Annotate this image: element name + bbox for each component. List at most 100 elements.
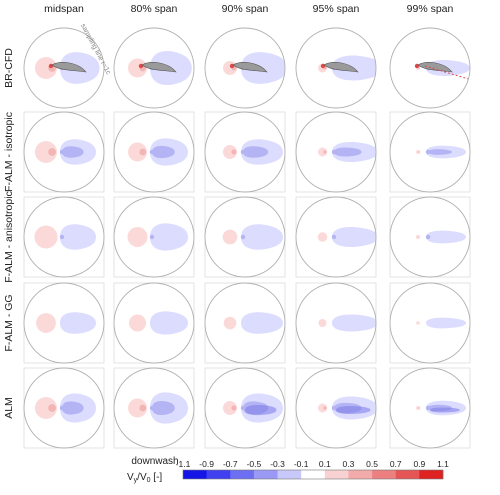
panel-cell xyxy=(389,367,471,449)
colorbar-tick: 0.7 xyxy=(390,459,402,469)
panel-cell xyxy=(113,111,195,193)
panel-cell xyxy=(113,196,195,278)
downwash-wake xyxy=(60,312,96,334)
downwash-core-dark xyxy=(430,407,460,413)
upwash-core xyxy=(323,406,327,410)
flow-field xyxy=(416,400,466,416)
airfoil-section xyxy=(141,62,177,73)
flow-field xyxy=(36,312,96,334)
sampling-circle xyxy=(113,111,195,193)
flow-field xyxy=(223,312,283,334)
panel-cell xyxy=(204,27,286,109)
downwash-core xyxy=(243,146,269,158)
colorbar-tick: -0.7 xyxy=(223,459,238,469)
upwash-bubble xyxy=(222,229,238,245)
flow-field xyxy=(318,55,376,81)
panel-cell xyxy=(113,282,195,364)
downwash-wake xyxy=(150,311,188,335)
upwash-bubble xyxy=(415,234,421,240)
upwash-core xyxy=(139,404,147,412)
upwash-core xyxy=(323,150,327,154)
column-title: 99% span xyxy=(407,3,454,15)
column-title: 90% span xyxy=(222,3,269,15)
vortex-core xyxy=(149,234,155,240)
upwash-bubble xyxy=(35,141,57,163)
flow-field xyxy=(128,311,188,335)
upwash-bubble xyxy=(223,145,237,159)
vortex-core xyxy=(240,149,246,155)
upwash-bubble xyxy=(416,321,420,325)
upwash-bubble xyxy=(127,227,148,247)
vortex-core xyxy=(331,405,337,411)
colorbar-tick: -0.5 xyxy=(247,459,262,469)
panel-cell xyxy=(204,367,286,449)
downwash-core-dark xyxy=(336,405,371,415)
colorbar-segment xyxy=(301,470,326,479)
colorbar-tick: -0.3 xyxy=(270,459,285,469)
upwash-bubble xyxy=(416,406,420,410)
flow-field xyxy=(318,142,376,162)
colorbar-segment xyxy=(183,470,207,479)
column-titles: midspan 80% span 90% span 95% span 99% span xyxy=(44,3,453,15)
sampling-circle xyxy=(204,111,286,193)
downwash-core xyxy=(62,146,84,158)
row-label: F-ALM - isotropic xyxy=(3,112,15,192)
upwash-bubble xyxy=(317,232,328,242)
upwash-bubble xyxy=(318,318,327,328)
downwash-wake xyxy=(150,223,188,251)
downwash-wake xyxy=(426,317,466,329)
flow-field xyxy=(35,52,100,84)
flow-field xyxy=(416,145,466,159)
upwash-bubble xyxy=(34,225,58,249)
vortex-core xyxy=(59,149,65,155)
column-title: 80% span xyxy=(131,3,178,15)
panel-cell xyxy=(113,27,195,109)
upwash-bubble xyxy=(318,147,327,157)
airfoil-section xyxy=(232,62,268,73)
sampling-circle xyxy=(295,282,377,364)
colorbar-segment xyxy=(253,470,278,479)
sampling-circle xyxy=(204,367,286,449)
colorbar-tick: -1.1 xyxy=(176,459,191,469)
sampling-circle xyxy=(204,27,286,109)
sampling-circle xyxy=(295,367,377,449)
flow-field xyxy=(223,139,283,165)
vortex-core xyxy=(240,405,246,411)
colorbar-segment xyxy=(372,470,397,479)
sampling-circle xyxy=(389,196,471,278)
flow-field xyxy=(128,50,192,86)
vortex-core xyxy=(331,149,337,155)
upwash-bubble xyxy=(128,314,147,332)
column-title: 95% span xyxy=(313,3,360,15)
vortex-core xyxy=(240,234,246,240)
sampling-circle xyxy=(295,111,377,193)
panel-cell xyxy=(295,111,377,193)
colorbar-label: downwash xyxy=(131,456,178,467)
sampling-circle xyxy=(23,27,105,109)
downwash-core xyxy=(152,400,175,416)
upwash-core xyxy=(139,148,147,156)
row-label: F-ALM - anisotropic xyxy=(3,191,15,283)
flow-field xyxy=(223,52,285,84)
upwash-core xyxy=(418,407,420,409)
panel-cell xyxy=(389,27,471,109)
upwash-core xyxy=(48,148,56,156)
downwash-wake xyxy=(60,224,96,250)
colorbar-segment xyxy=(206,470,231,479)
panel-cell xyxy=(295,282,377,364)
flow-field xyxy=(414,60,470,81)
colorbar-segment xyxy=(348,470,373,479)
row-label: F-ALM - GG xyxy=(3,294,15,351)
colorbar-tick: 0.5 xyxy=(366,459,378,469)
sampling-circle xyxy=(204,196,286,278)
upwash-core xyxy=(418,151,420,153)
colorbar-tick: 0.3 xyxy=(343,459,355,469)
flow-field xyxy=(318,314,376,332)
flow-field xyxy=(317,227,376,247)
vortex-core xyxy=(425,149,431,155)
sampling-circle xyxy=(389,367,471,449)
panel-cell xyxy=(23,282,105,364)
upwash-bubble xyxy=(223,316,237,330)
upwash-bubble xyxy=(318,403,327,413)
